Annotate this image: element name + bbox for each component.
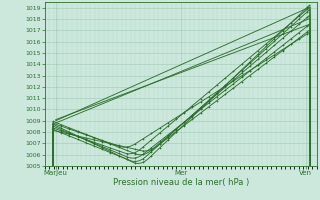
X-axis label: Pression niveau de la mer( hPa ): Pression niveau de la mer( hPa ): [113, 178, 249, 187]
